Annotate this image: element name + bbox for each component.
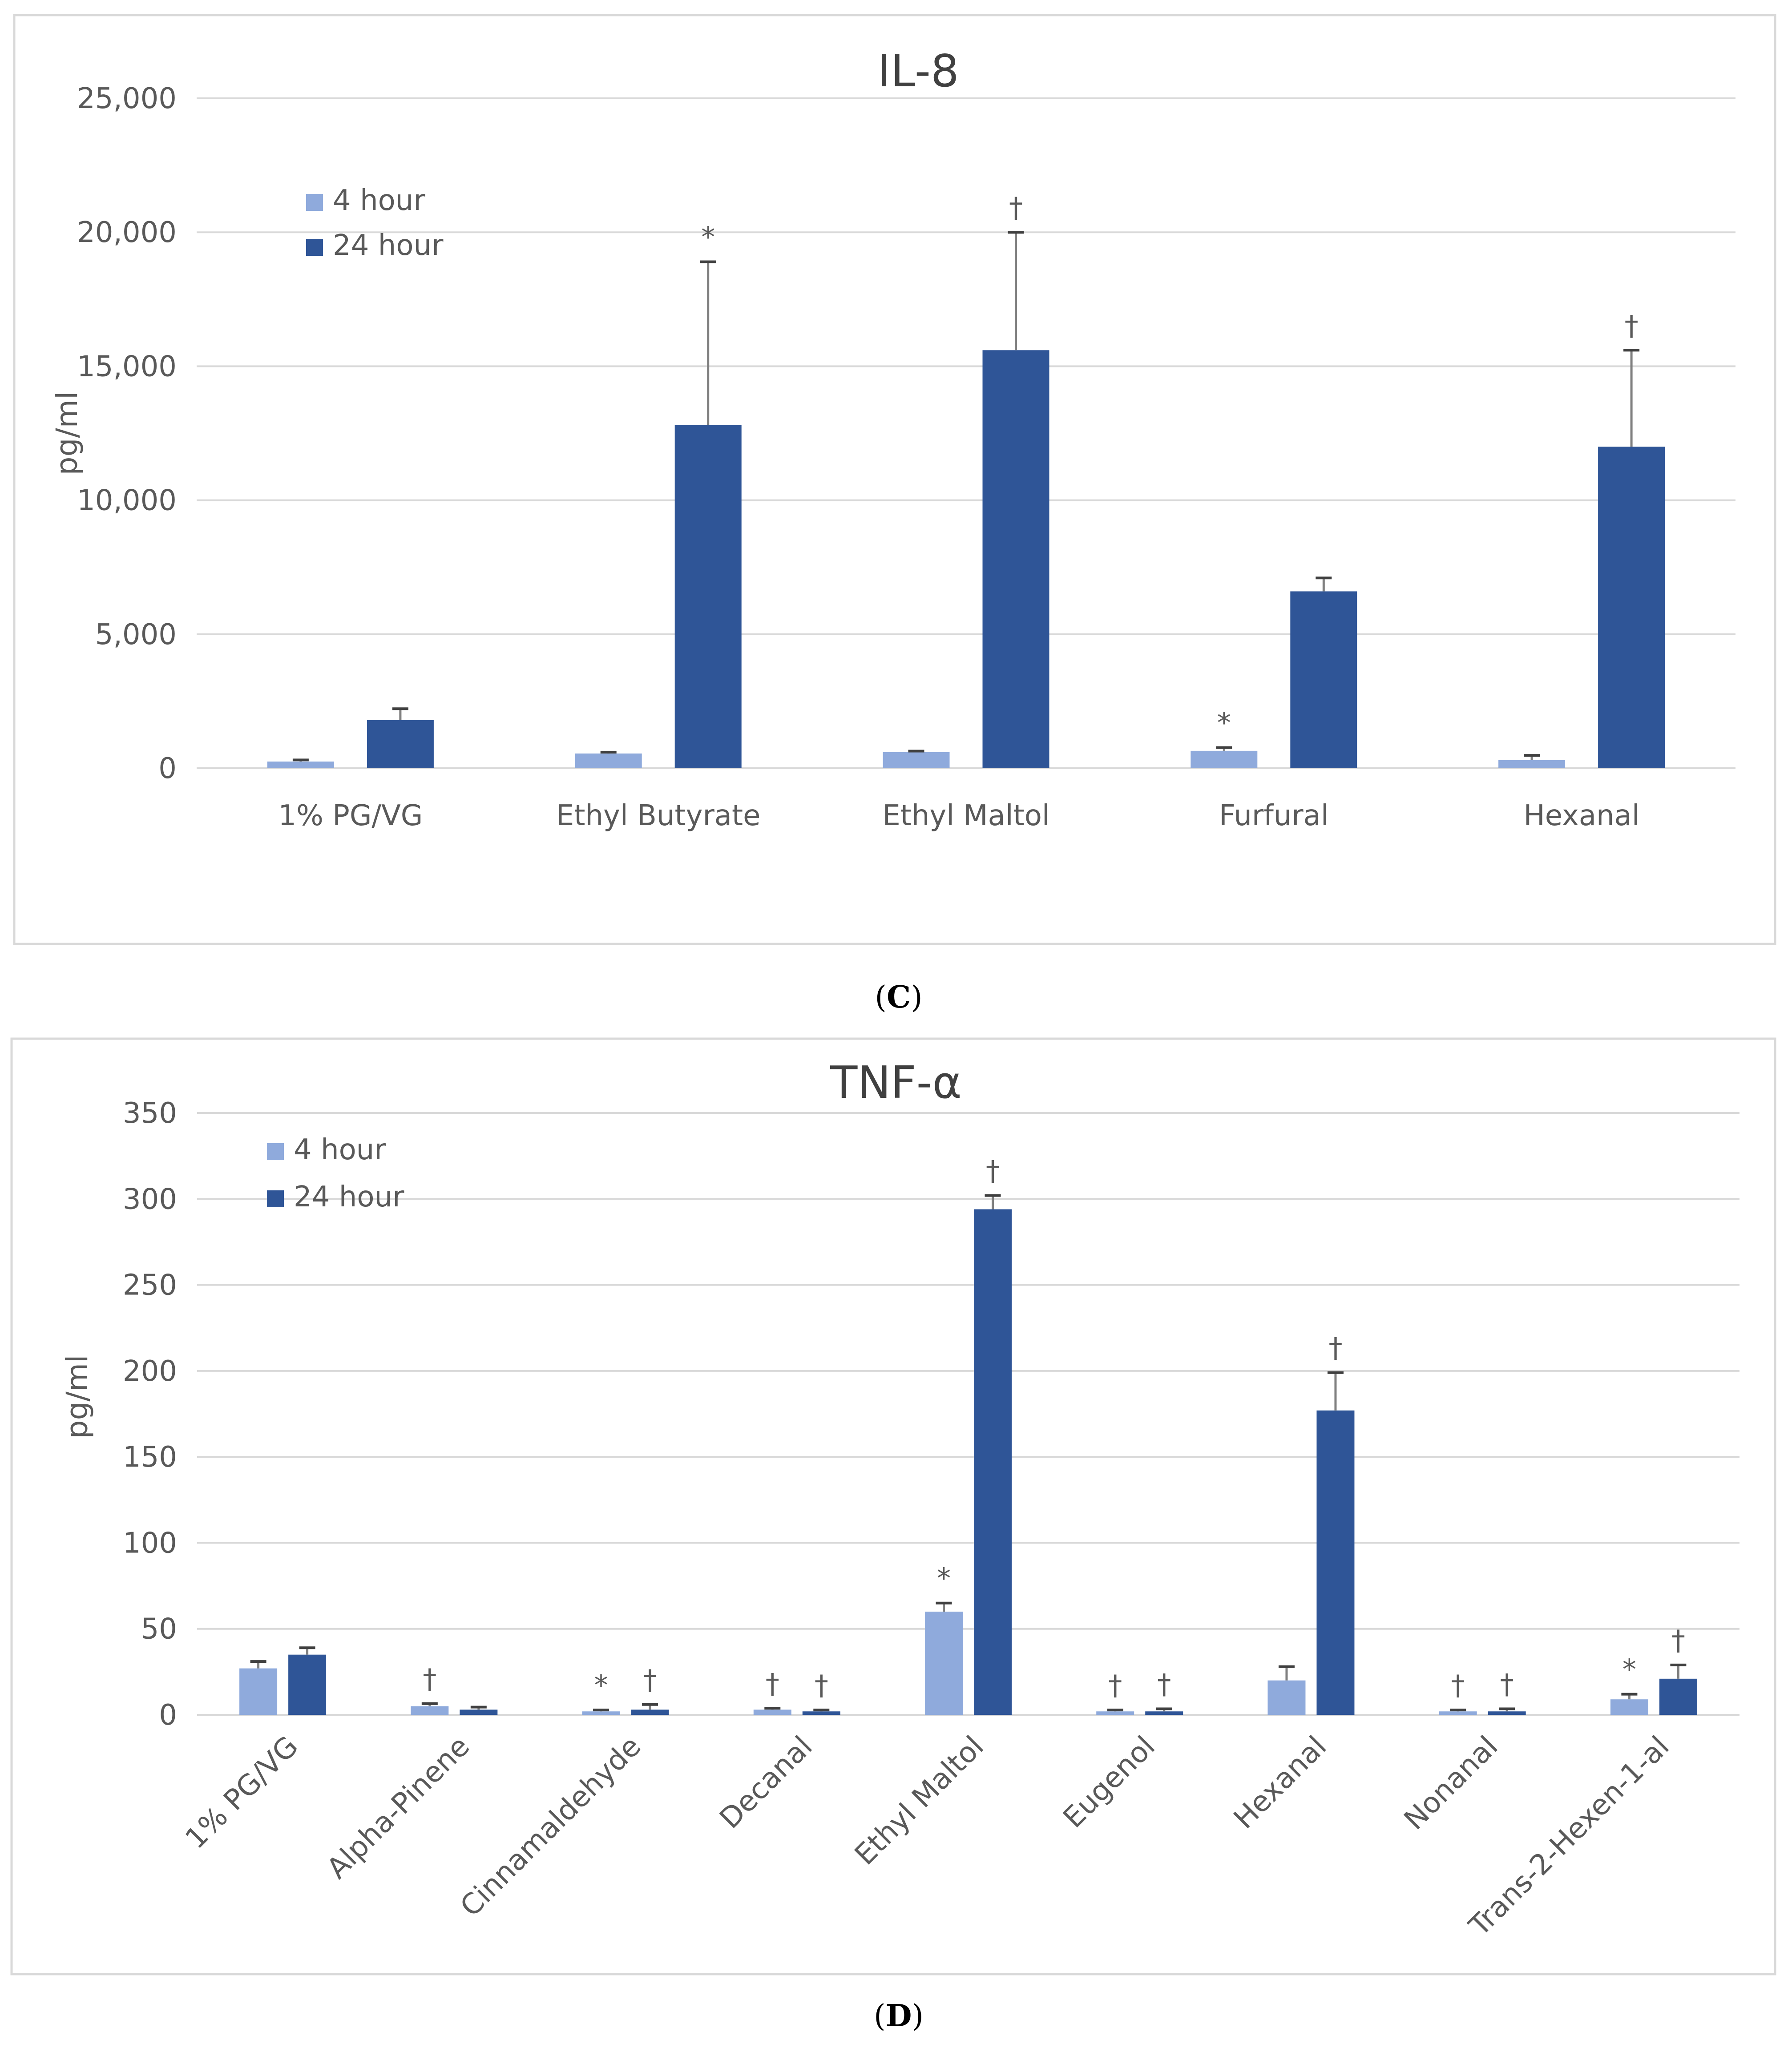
bar-4h [1267,1680,1306,1715]
significance-marker: † [1009,191,1023,224]
significance-marker: † [1625,309,1639,342]
x-tick-label: Ethyl Maltol [882,799,1049,832]
y-axis-label: pg/ml [60,1355,94,1439]
bar-4h [925,1612,963,1715]
significance-marker: † [815,1669,828,1701]
bar-24h [460,1709,498,1715]
legend-swatch [267,1190,284,1207]
bar-4h [1439,1711,1477,1715]
significance-marker: † [1108,1669,1122,1701]
y-tick-label: 250 [123,1269,177,1302]
x-tick-label: Furfural [1219,799,1329,832]
y-tick-label: 5,000 [95,618,177,651]
significance-marker: † [1451,1669,1465,1701]
significance-marker: * [594,1669,608,1701]
chart-title: IL-8 [877,45,959,97]
bar-4h [883,752,950,768]
significance-marker: † [1328,1332,1342,1364]
bar-4h [753,1709,791,1715]
y-tick-label: 100 [123,1527,177,1560]
legend-label: 4 hour [333,184,425,217]
chart-frame [10,1037,1776,1975]
x-tick-label: Hexanal [1524,799,1640,832]
bar-4h [1610,1699,1648,1715]
panel-label: (C) [875,980,922,1015]
panel-label: (D) [874,1998,924,2034]
bar-24h [288,1654,327,1715]
y-tick-label: 300 [123,1183,177,1216]
legend-swatch [267,1143,284,1160]
bar-24h [1598,447,1665,768]
bar-4h [1096,1711,1134,1715]
bar-24h [1316,1410,1355,1715]
significance-marker: † [1500,1668,1514,1700]
y-tick-label: 0 [159,1699,177,1732]
chart-frame [13,14,1776,945]
significance-marker: * [701,221,715,253]
x-tick-label: 1% PG/VG [278,799,423,832]
y-tick-label: 10,000 [77,484,177,517]
significance-marker: † [1671,1624,1685,1657]
y-tick-label: 0 [158,752,177,785]
il8-chart: 0 5,000 10,000 15,000 20,000 25,000 IL-8 pg/ml 1… [13,14,1776,1015]
bar-4h [575,753,642,768]
bar-24h [974,1209,1012,1715]
significance-marker: † [1157,1668,1171,1700]
bar-24h [982,350,1049,768]
significance-marker: † [986,1155,1000,1187]
y-tick-label: 350 [123,1097,177,1130]
bar-24h [802,1711,840,1715]
bar-4h [411,1706,449,1715]
significance-marker: † [766,1667,779,1700]
y-tick-label: 150 [123,1441,177,1474]
bar-4h [1191,750,1258,768]
legend-label: 24 hour [333,229,444,262]
significance-marker: † [423,1663,436,1695]
chart-title: TNF-α [830,1056,961,1109]
bar-24h [1290,591,1357,768]
panel-letter: D [886,1998,912,2034]
bar-24h [1659,1678,1697,1715]
bar-24h [1488,1711,1526,1715]
significance-marker: * [1622,1653,1636,1686]
y-tick-label: 15,000 [77,350,177,383]
bar-4h [267,761,334,768]
bar-4h [582,1711,620,1715]
significance-marker: * [937,1562,951,1595]
significance-marker: * [1217,707,1231,739]
bar-24h [367,720,434,768]
legend-swatch [306,194,323,211]
legend-label: 4 hour [294,1133,386,1166]
x-tick-label: Ethyl Butyrate [556,799,761,832]
bar-4h [1498,760,1566,768]
significance-marker: † [643,1664,657,1696]
y-tick-label: 50 [141,1613,177,1646]
bar-4h [239,1668,278,1715]
y-tick-label: 20,000 [77,216,177,249]
bar-24h [1145,1711,1183,1715]
y-tick-label: 200 [123,1355,177,1388]
legend-label: 24 hour [294,1181,404,1213]
bar-24h [674,425,742,768]
y-axis-label: pg/ml [50,391,84,476]
bar-24h [631,1709,669,1715]
panel-letter: C [887,980,911,1015]
legend-swatch [306,239,323,256]
y-tick-label: 25,000 [77,82,177,115]
